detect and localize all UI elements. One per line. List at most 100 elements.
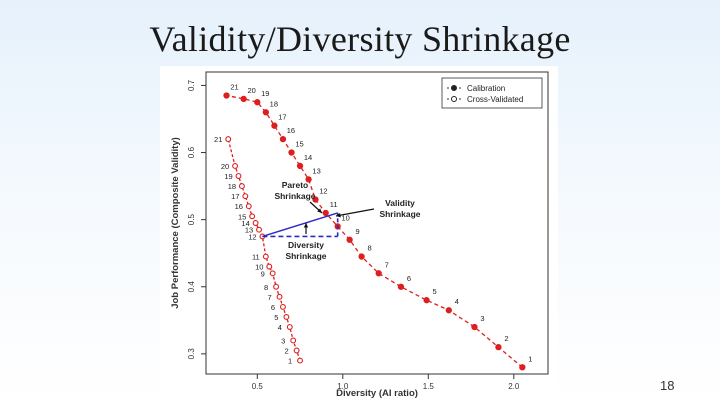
- calibration-point-9: [346, 236, 353, 243]
- calibration-point-15: [288, 149, 295, 156]
- cross-validated-point-11: [262, 253, 269, 260]
- x-tick-label-3: 2.0: [508, 382, 520, 391]
- calibration-point-18: [262, 109, 269, 116]
- calibration-point-label-17: 17: [278, 113, 286, 122]
- legend-marker-0: [451, 85, 457, 91]
- cross-validated-point-15: [249, 213, 256, 220]
- calibration-point-3: [471, 323, 478, 331]
- y-tick-label-2: 0.5: [187, 214, 196, 226]
- diversity-label-line-0: Diversity: [288, 240, 324, 250]
- pareto-label-line-1: Shrinkage: [274, 191, 315, 201]
- calibration-point-label-15: 15: [295, 140, 303, 149]
- calibration-point-6: [397, 283, 405, 290]
- pareto-arrow-head: [317, 208, 322, 213]
- cross-validated-point-label-21: 21: [214, 135, 222, 144]
- cross-validated-point-label-10: 10: [255, 263, 263, 272]
- calibration-point-13: [305, 176, 312, 183]
- cross-validated-point-label-9: 9: [261, 269, 265, 278]
- cross-validated-point-label-19: 19: [224, 172, 232, 181]
- calibration-point-8: [358, 253, 365, 260]
- calibration-point-label-10: 10: [341, 213, 349, 222]
- calibration-point-label-1: 1: [528, 354, 532, 363]
- slide-title: Validity/Diversity Shrinkage: [149, 19, 571, 59]
- cross-validated-point-14: [252, 220, 259, 226]
- cross-validated-point-5: [283, 314, 290, 320]
- cross-validated-point-label-1: 1: [288, 357, 292, 366]
- legend-label-0: Calibration: [467, 84, 505, 93]
- cross-validated-point-17: [242, 193, 249, 200]
- cross-validated-point-21: [225, 136, 232, 143]
- legend-box: [441, 77, 543, 109]
- cross-validated-line: [227, 138, 301, 361]
- calibration-point-label-6: 6: [407, 274, 411, 283]
- calibration-point-14: [296, 162, 304, 170]
- calibration-point-11: [322, 209, 329, 217]
- calibration-point-20: [240, 95, 247, 102]
- calibration-line: [226, 94, 523, 368]
- y-tick-label-4: 0.7: [187, 79, 196, 91]
- calibration-point-label-19: 19: [261, 89, 269, 98]
- cross-validated-point-13: [256, 226, 262, 233]
- y-tick-label-0: 0.3: [187, 348, 196, 360]
- calibration-point-label-16: 16: [287, 126, 295, 135]
- cross-validated-point-label-12: 12: [248, 232, 256, 241]
- calibration-point-16: [279, 135, 287, 143]
- pareto-label-line-0: Pareto: [282, 180, 308, 190]
- cross-validated-point-9: [269, 270, 276, 277]
- calibration-point-19: [254, 99, 261, 106]
- cross-validated-point-20: [232, 163, 239, 169]
- cross-validated-point-4: [286, 324, 293, 330]
- cross-validated-point-label-13: 13: [245, 226, 253, 235]
- calibration-point-label-21: 21: [230, 82, 238, 91]
- chart-container: 0.5 1.0 1.5 2.0 0.3 0.4 0.5 0.6 0.7 Diversity (AI…: [160, 66, 558, 402]
- y-tick-label-1: 0.4: [187, 281, 196, 293]
- cross-validated-point-6: [279, 303, 286, 310]
- calibration-point-4: [445, 307, 452, 314]
- cross-validated-point-label-17: 17: [231, 192, 239, 201]
- x-axis-label: Diversity (AI ratio): [336, 388, 418, 399]
- calibration-point-17: [271, 122, 278, 129]
- cross-validated-point-label-20: 20: [221, 162, 229, 171]
- validity-label-line-1: Shrinkage: [379, 209, 420, 219]
- calibration-point-label-8: 8: [368, 244, 372, 253]
- calibration-point-2: [495, 344, 502, 351]
- cross-validated-point-label-6: 6: [271, 303, 275, 312]
- page-number: 18: [660, 378, 675, 393]
- cross-validated-point-label-14: 14: [241, 219, 249, 228]
- plot-frame: [205, 71, 549, 375]
- calibration-point-12: [312, 196, 319, 203]
- cross-validated-point-label-2: 2: [285, 347, 289, 356]
- cross-validated-point-label-11: 11: [252, 253, 260, 262]
- validity-arrow-shaft: [335, 208, 375, 217]
- calibration-point-label-2: 2: [504, 334, 508, 343]
- diversity-arrow-head: [303, 223, 309, 228]
- calibration-point-label-11: 11: [330, 200, 338, 209]
- cross-validated-point-1: [297, 357, 304, 364]
- cross-validated-point-label-15: 15: [238, 212, 246, 221]
- calibration-point-label-14: 14: [304, 153, 312, 162]
- cross-validated-point-label-7: 7: [267, 293, 271, 302]
- calibration-point-7: [375, 270, 382, 277]
- calibration-point-label-13: 13: [312, 166, 320, 175]
- cross-validated-point-8: [273, 283, 280, 290]
- y-tick-label-3: 0.6: [187, 146, 196, 158]
- cross-validated-point-2: [293, 347, 300, 354]
- cross-validated-point-label-18: 18: [228, 182, 236, 191]
- calibration-point-21: [223, 92, 230, 99]
- validity-arrow-head: [336, 213, 341, 218]
- calibration-point-label-4: 4: [455, 297, 459, 306]
- diversity-label-line-1: Shrinkage: [285, 251, 326, 261]
- calibration-point-1: [519, 364, 526, 371]
- cross-validated-point-16: [245, 203, 252, 210]
- cross-validated-point-7: [276, 293, 283, 300]
- x-tick-label-2: 1.5: [423, 382, 435, 391]
- calibration-point-label-9: 9: [356, 227, 360, 236]
- calibration-point-label-20: 20: [247, 86, 255, 95]
- cross-validated-point-label-8: 8: [264, 283, 268, 292]
- shrinkage-chart: 0.5 1.0 1.5 2.0 0.3 0.4 0.5 0.6 0.7 Diversity (AI…: [170, 71, 549, 399]
- validity-label-line-0: Validity: [385, 198, 415, 208]
- calibration-point-label-3: 3: [480, 314, 484, 323]
- calibration-point-label-5: 5: [433, 287, 437, 296]
- cross-validated-point-18: [238, 183, 245, 190]
- pareto-shrinkage-line: [262, 212, 338, 238]
